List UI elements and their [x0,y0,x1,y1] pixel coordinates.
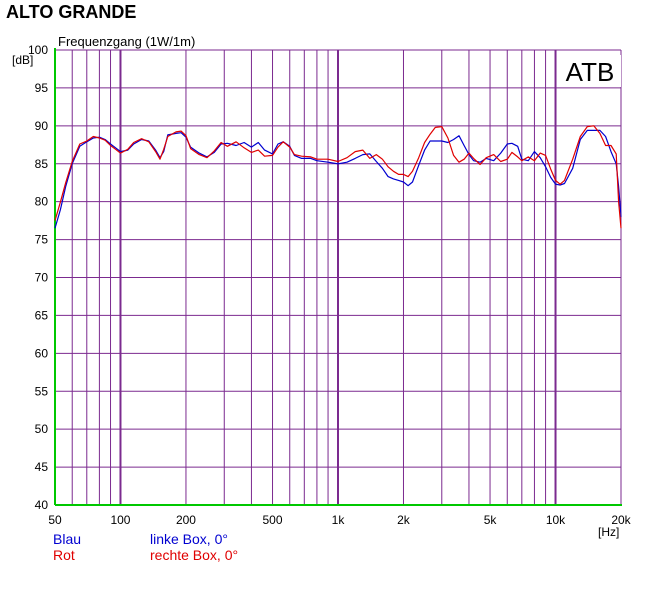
y-tick-label: 65 [35,308,49,322]
y-tick-label: 40 [35,498,49,512]
chart-title: Frequenzgang (1W/1m) [58,34,195,49]
x-tick-label: 50 [48,513,62,527]
x-tick-label: 100 [110,513,130,527]
x-tick-label: 5k [484,513,498,527]
x-tick-label: 500 [263,513,283,527]
series-layer [54,125,622,229]
y-tick-label: 50 [35,422,49,436]
y-tick-label: 90 [35,119,49,133]
x-tick-label: 10k [546,513,566,527]
y-tick-label: 100 [28,43,48,57]
y-tick-label: 75 [35,233,49,247]
y-tick-label: 95 [35,81,49,95]
y-tick-label: 55 [35,384,49,398]
x-tick-label: 1k [332,513,346,527]
y-tick-label: 80 [35,195,49,209]
y-tick-label: 60 [35,346,49,360]
x-tick-label: 2k [397,513,411,527]
legend-color-name: Blau [53,531,81,547]
atb-watermark: ATB [566,57,615,87]
series-line-red [54,125,622,229]
y-tick-label: 45 [35,460,49,474]
major-grid [55,49,622,505]
y-unit-label: [dB] [12,53,33,67]
x-tick-label: 20k [611,513,631,527]
watermark-background [557,55,621,87]
legend-color-name: Rot [53,547,75,563]
legend-label: linke Box, 0° [150,531,228,547]
y-tick-label: 70 [35,271,49,285]
axes [54,48,622,506]
legend-label: rechte Box, 0° [150,547,238,563]
page-title: ALTO GRANDE [6,2,137,22]
x-tick-label: 200 [176,513,196,527]
y-tick-label: 85 [35,157,49,171]
labels: 40 45 50 55 60 65 70 75 80 85 90 95 100 50 100 200 500 1k… [12,34,632,563]
x-unit-label: [Hz] [598,525,619,539]
